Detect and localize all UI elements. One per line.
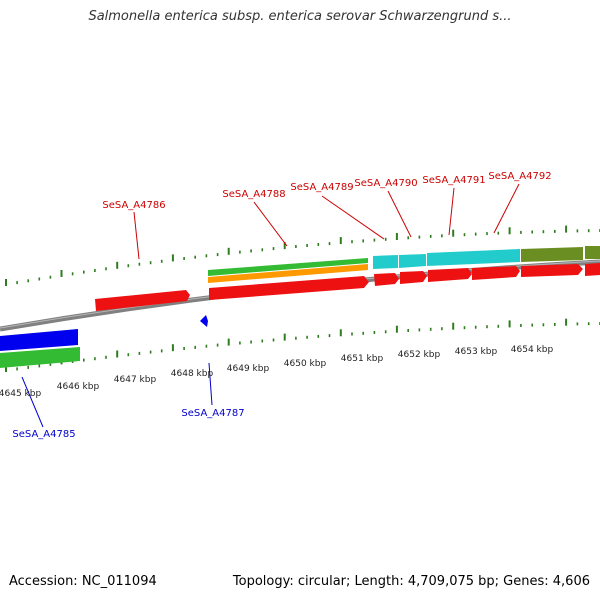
gene-sesa-a4789[interactable] (374, 273, 399, 286)
inner-tick-marks (5, 318, 600, 372)
gene-sesa-a4788[interactable] (209, 276, 369, 300)
gene-cyan-1[interactable] (373, 255, 398, 269)
gene-label-sesa-a4786[interactable]: SeSA_A4786 (102, 200, 165, 211)
gene-label-sesa-a4790[interactable]: SeSA_A4790 (354, 178, 417, 189)
gene-red-forward-b[interactable] (585, 263, 600, 276)
gene-red-forward-a[interactable] (521, 264, 583, 277)
accession-text: Accession: NC_011094 (9, 574, 157, 589)
gene-sesa-a4791[interactable] (428, 268, 472, 282)
kbp-label: 4650 kbp (284, 359, 327, 369)
reverse-label-lines (21, 362, 213, 428)
kbp-label: 4646 kbp (57, 382, 100, 392)
map-title: Salmonella enterica subsp. enterica sero… (88, 9, 512, 24)
gene-label-sesa-a4787[interactable]: SeSA_A4787 (181, 408, 244, 419)
kbp-label: 4645 kbp (0, 389, 41, 399)
gene-olive-1[interactable] (521, 247, 583, 262)
kbp-label: 4649 kbp (227, 364, 270, 374)
gene-green-forward[interactable] (208, 258, 368, 276)
kbp-label: 4652 kbp (398, 350, 441, 360)
gene-sesa-a4785[interactable] (0, 329, 78, 351)
gene-sesa-a4790[interactable] (400, 271, 427, 284)
gene-sesa-a4792[interactable] (472, 266, 520, 280)
gene-sesa-a4787[interactable] (200, 315, 208, 327)
kbp-label: 4653 kbp (455, 347, 498, 357)
gene-label-sesa-a4791[interactable]: SeSA_A4791 (422, 175, 485, 186)
gene-olive-2[interactable] (585, 246, 600, 259)
gene-label-sesa-a4785[interactable]: SeSA_A4785 (12, 429, 75, 440)
kbp-label: 4651 kbp (341, 354, 384, 364)
gene-green-reverse[interactable] (0, 347, 80, 368)
kbp-label: 4648 kbp (171, 369, 214, 379)
kbp-label: 4654 kbp (511, 345, 554, 355)
forward-label-lines (133, 183, 520, 260)
gene-label-sesa-a4792[interactable]: SeSA_A4792 (488, 171, 551, 182)
gene-cyan-3[interactable] (427, 249, 520, 266)
topology-info-text: Topology: circular; Length: 4,709,075 bp… (232, 574, 590, 589)
gene-label-sesa-a4789[interactable]: SeSA_A4789 (290, 182, 353, 193)
outer-tick-marks (5, 225, 600, 286)
gene-label-sesa-a4788[interactable]: SeSA_A4788 (222, 189, 285, 200)
gene-orange-forward[interactable] (208, 264, 368, 283)
kbp-labels: 4645 kbp 4646 kbp 4647 kbp 4648 kbp 4649… (0, 345, 553, 399)
gene-sesa-a4786[interactable] (95, 290, 190, 311)
gene-cyan-2[interactable] (399, 254, 426, 268)
kbp-label: 4647 kbp (114, 375, 157, 385)
